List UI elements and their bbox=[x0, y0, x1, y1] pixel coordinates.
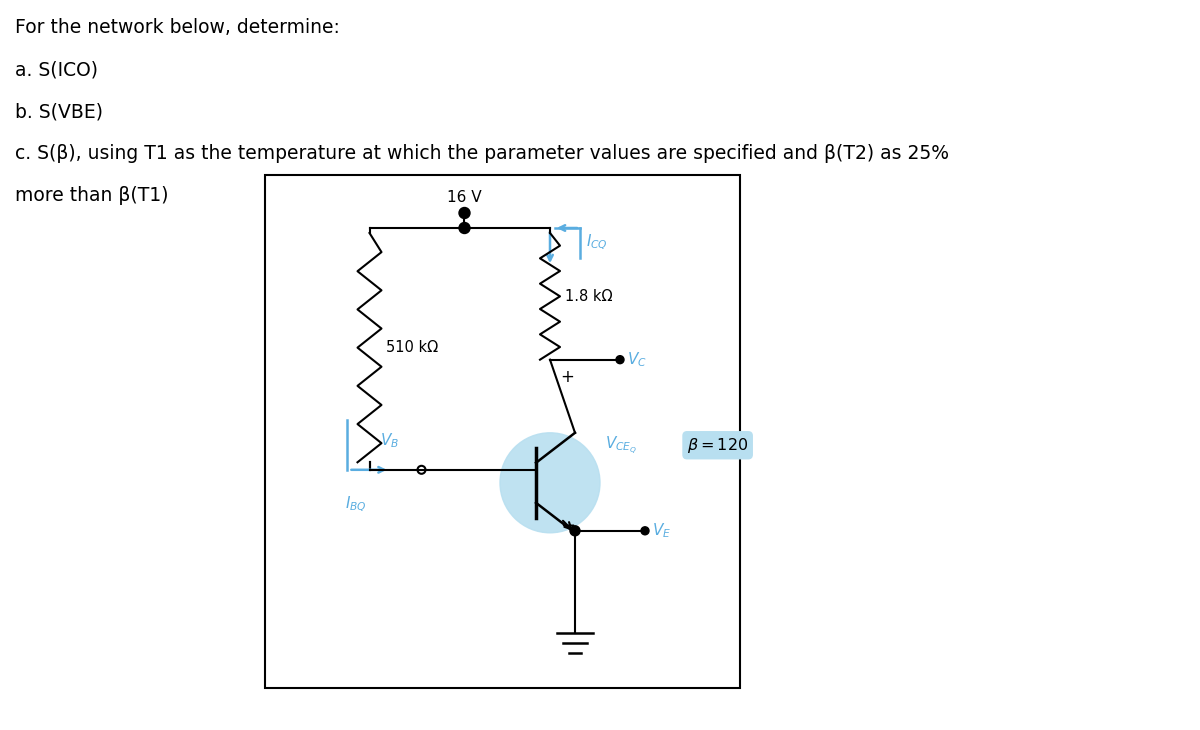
Text: more than β(T1): more than β(T1) bbox=[14, 186, 168, 205]
Text: b. S(VBE): b. S(VBE) bbox=[14, 102, 103, 121]
Text: 1.8 kΩ: 1.8 kΩ bbox=[565, 289, 612, 304]
Circle shape bbox=[458, 207, 470, 218]
Text: $\beta = 120$: $\beta = 120$ bbox=[686, 436, 749, 455]
Text: For the network below, determine:: For the network below, determine: bbox=[14, 18, 340, 37]
Circle shape bbox=[641, 527, 649, 535]
Circle shape bbox=[570, 526, 580, 536]
Bar bbox=[265, 175, 740, 688]
Text: 16 V: 16 V bbox=[448, 190, 482, 205]
Circle shape bbox=[500, 433, 600, 533]
Text: −: − bbox=[560, 517, 575, 535]
Text: $V_{CE_Q}$: $V_{CE_Q}$ bbox=[605, 434, 637, 456]
Text: $V_C$: $V_C$ bbox=[628, 350, 647, 369]
Text: c. S(β), using T1 as the temperature at which the parameter values are specified: c. S(β), using T1 as the temperature at … bbox=[14, 144, 949, 163]
Circle shape bbox=[458, 223, 470, 234]
Circle shape bbox=[616, 356, 624, 364]
Text: $I_{BQ}$: $I_{BQ}$ bbox=[346, 495, 367, 514]
Text: $I_{CQ}$: $I_{CQ}$ bbox=[586, 233, 608, 253]
Text: a. S(ICO): a. S(ICO) bbox=[14, 60, 98, 79]
Text: $V_E$: $V_E$ bbox=[652, 521, 671, 540]
Text: 510 kΩ: 510 kΩ bbox=[386, 340, 439, 355]
Text: +: + bbox=[560, 368, 574, 385]
Text: $V_B$: $V_B$ bbox=[379, 431, 398, 450]
